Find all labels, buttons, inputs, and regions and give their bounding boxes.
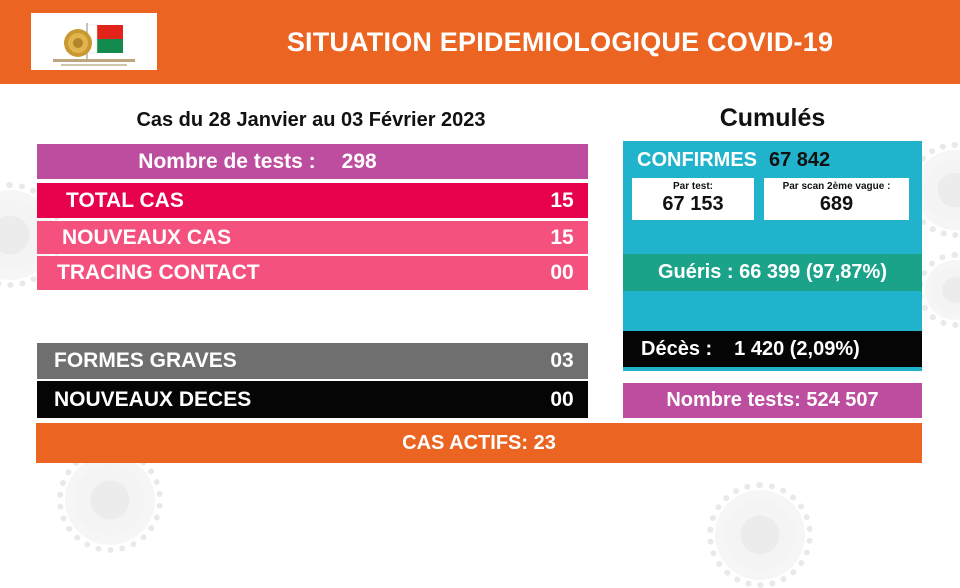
confirmes-value: 67 842 xyxy=(769,148,831,171)
period-heading: Cas du 28 Janvier au 03 Février 2023 xyxy=(136,108,486,131)
nouveaux-cas-label: NOUVEAUX CAS xyxy=(62,225,232,249)
logo xyxy=(31,13,157,70)
deces-value: 1 420 (2,09%) xyxy=(734,337,860,360)
nouveaux-cas-value: 15 xyxy=(550,225,574,249)
nouveaux-deces-row: NOUVEAUX DECES 00 xyxy=(37,381,588,418)
tracing-contact-value: 00 xyxy=(550,261,574,284)
par-scan-value: 689 xyxy=(819,193,854,215)
formes-graves-value: 03 xyxy=(550,349,574,372)
weekly-tests-label: Nombre de tests : xyxy=(138,149,316,173)
nombre-tests-bar: Nombre tests: 524 507 xyxy=(623,383,922,418)
par-scan-label: Par scan 2ème vague : xyxy=(782,181,891,192)
par-scan-box: Par scan 2ème vague : 689 xyxy=(764,178,909,220)
confirmes-label: CONFIRMES xyxy=(637,148,757,171)
weekly-tests-row: Nombre de tests : 298 xyxy=(37,144,588,179)
virus-decoration-bottom-right xyxy=(707,482,813,588)
nouveaux-deces-value: 00 xyxy=(550,387,574,411)
par-test-value: 67 153 xyxy=(662,193,724,215)
total-cas-row: TOTAL CAS 15 xyxy=(37,183,588,218)
header-bar xyxy=(0,0,960,84)
formes-graves-label: FORMES GRAVES xyxy=(54,349,237,372)
tracing-contact-row: TRACING CONTACT 00 xyxy=(37,256,588,290)
virus-decoration-right-mid xyxy=(917,252,960,328)
par-test-label: Par test: xyxy=(672,181,713,192)
page-title: SITUATION EPIDEMIOLOGIQUE COVID-19 xyxy=(286,26,834,57)
formes-graves-row: FORMES GRAVES 03 xyxy=(37,343,588,379)
weekly-tests-value: 298 xyxy=(341,149,377,173)
deces-label: Décès : xyxy=(641,337,713,360)
deces-bar: Décès : 1 420 (2,09%) xyxy=(623,331,922,367)
confirmes-line: CONFIRMES 67 842 xyxy=(637,146,917,174)
total-cas-label: TOTAL CAS xyxy=(66,188,184,212)
virus-decoration-bottom-left xyxy=(57,447,163,553)
total-cas-value: 15 xyxy=(550,188,574,212)
gueris-bar: Guéris : 66 399 (97,87%) xyxy=(623,254,922,291)
nouveaux-deces-label: NOUVEAUX DECES xyxy=(54,387,252,411)
par-test-box: Par test: 67 153 xyxy=(632,178,754,220)
cumules-heading: Cumulés xyxy=(719,103,826,132)
cas-actifs-bar: CAS ACTIFS: 23 xyxy=(36,423,922,463)
tracing-contact-label: TRACING CONTACT xyxy=(57,261,260,284)
nouveaux-cas-row: NOUVEAUX CAS 15 xyxy=(37,221,588,254)
madagascar-seal-flag-icon xyxy=(53,23,135,66)
